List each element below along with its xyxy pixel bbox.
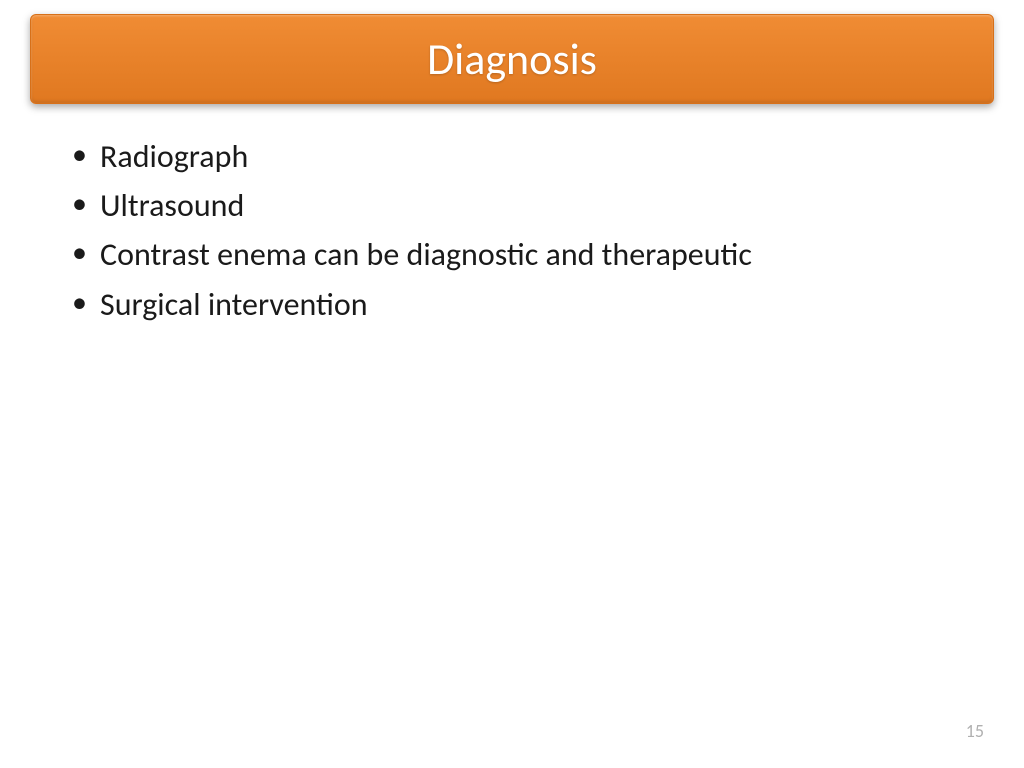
bullet-list: Radiograph Ultrasound Contrast enema can… xyxy=(60,135,964,326)
slide-title-bar: Diagnosis xyxy=(30,14,994,104)
bullet-item: Radiograph xyxy=(60,135,964,178)
bullet-item: Contrast enema can be diagnostic and the… xyxy=(60,233,964,276)
bullet-item: Surgical intervention xyxy=(60,283,964,326)
bullet-item: Ultrasound xyxy=(60,184,964,227)
slide-title: Diagnosis xyxy=(427,32,597,86)
page-number: 15 xyxy=(966,720,984,742)
slide-content: Radiograph Ultrasound Contrast enema can… xyxy=(60,135,964,332)
